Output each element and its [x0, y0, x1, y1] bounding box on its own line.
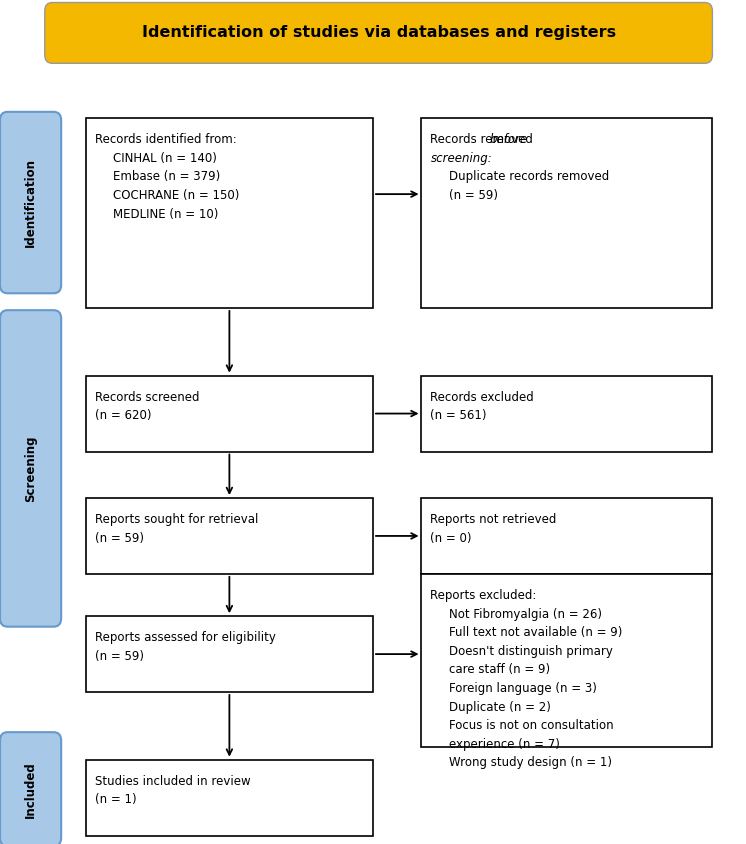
Text: COCHRANE (n = 150): COCHRANE (n = 150) [113, 189, 239, 202]
Text: Records identified from:: Records identified from: [95, 133, 236, 146]
Text: Identification: Identification [24, 158, 37, 247]
Text: Screening: Screening [24, 436, 37, 501]
Text: Studies included in review: Studies included in review [95, 775, 251, 787]
Text: Focus is not on consultation: Focus is not on consultation [449, 719, 614, 732]
Text: (n = 0): (n = 0) [430, 532, 472, 544]
Text: Foreign language (n = 3): Foreign language (n = 3) [449, 682, 597, 695]
Text: Reports not retrieved: Reports not retrieved [430, 513, 557, 526]
Text: Doesn't distinguish primary: Doesn't distinguish primary [449, 645, 613, 657]
Text: Duplicate (n = 2): Duplicate (n = 2) [449, 701, 551, 713]
Bar [421, 498, 712, 574]
Text: Duplicate records removed: Duplicate records removed [449, 170, 609, 183]
Text: MEDLINE (n = 10): MEDLINE (n = 10) [113, 208, 219, 220]
Bar [86, 376, 373, 452]
Text: Records screened: Records screened [95, 391, 199, 403]
Text: Included: Included [24, 760, 37, 818]
Bar [421, 574, 712, 747]
Text: Full text not available (n = 9): Full text not available (n = 9) [449, 626, 622, 639]
Text: Records excluded: Records excluded [430, 391, 534, 403]
Text: Reports sought for retrieval: Reports sought for retrieval [95, 513, 258, 526]
Text: Reports excluded:: Reports excluded: [430, 589, 537, 602]
Text: Not Fibromyalgia (n = 26): Not Fibromyalgia (n = 26) [449, 608, 602, 620]
Text: experience (n = 7): experience (n = 7) [449, 738, 560, 750]
Text: Embase (n = 379): Embase (n = 379) [113, 170, 221, 183]
Text: before: before [489, 133, 527, 146]
Bar [421, 376, 712, 452]
Text: (n = 1): (n = 1) [95, 793, 137, 806]
Bar [86, 616, 373, 692]
Text: Records removed: Records removed [430, 133, 537, 146]
Text: screening:: screening: [430, 152, 492, 165]
Text: (n = 620): (n = 620) [95, 409, 151, 422]
Text: (n = 561): (n = 561) [430, 409, 487, 422]
Text: (n = 59): (n = 59) [95, 650, 144, 663]
FancyBboxPatch shape [0, 111, 61, 294]
Bar [86, 760, 373, 836]
Text: Reports assessed for eligibility: Reports assessed for eligibility [95, 631, 275, 644]
Text: CINHAL (n = 140): CINHAL (n = 140) [113, 152, 217, 165]
Text: (n = 59): (n = 59) [95, 532, 144, 544]
FancyBboxPatch shape [0, 732, 61, 844]
FancyBboxPatch shape [0, 310, 61, 626]
Bar [421, 118, 712, 308]
Text: (n = 59): (n = 59) [449, 189, 498, 202]
Bar [86, 118, 373, 308]
Text: Wrong study design (n = 1): Wrong study design (n = 1) [449, 756, 612, 769]
FancyBboxPatch shape [45, 3, 712, 63]
Bar [86, 498, 373, 574]
Text: care staff (n = 9): care staff (n = 9) [449, 663, 551, 676]
Text: Identification of studies via databases and registers: Identification of studies via databases … [142, 25, 616, 41]
